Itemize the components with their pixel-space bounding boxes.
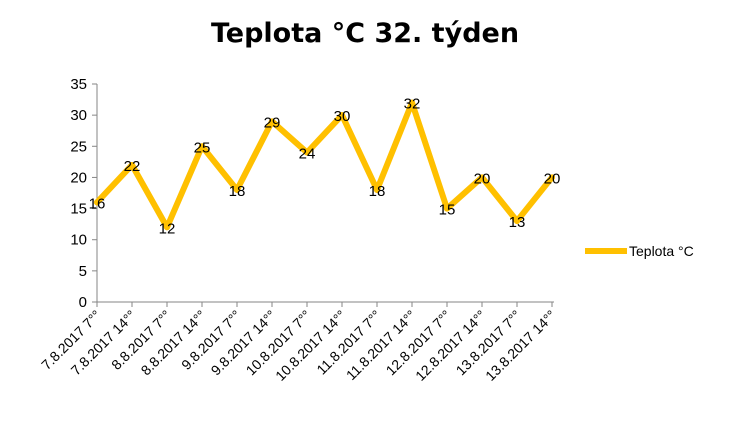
y-tick-label: 0 <box>79 294 87 311</box>
y-tick-label: 20 <box>70 169 87 186</box>
data-label: 20 <box>474 170 491 187</box>
data-label: 29 <box>264 114 281 131</box>
data-point <box>479 174 485 181</box>
data-point <box>269 118 275 125</box>
y-tick-label: 5 <box>79 263 87 280</box>
data-label: 18 <box>369 183 386 200</box>
y-tick-label: 30 <box>70 107 87 124</box>
legend-label: Teplota °C <box>629 243 694 259</box>
y-tick-label: 35 <box>70 76 87 93</box>
data-label: 24 <box>299 146 316 163</box>
y-tick-label: 10 <box>70 232 87 249</box>
data-label: 18 <box>229 183 246 200</box>
data-point <box>164 224 170 231</box>
data-point <box>549 174 555 181</box>
data-point <box>409 99 415 106</box>
data-point <box>129 161 135 168</box>
data-label: 13 <box>509 214 526 231</box>
data-label: 16 <box>89 195 106 212</box>
data-point <box>514 218 520 225</box>
data-point <box>374 186 380 193</box>
data-point <box>304 149 310 156</box>
data-point <box>234 186 240 193</box>
data-label: 25 <box>194 139 211 156</box>
data-label: 15 <box>439 202 456 219</box>
data-label: 12 <box>159 220 176 237</box>
data-label: 30 <box>334 108 351 125</box>
data-point <box>444 205 450 212</box>
data-point <box>94 199 100 206</box>
data-label: 20 <box>544 170 561 187</box>
data-label: 32 <box>404 96 421 113</box>
y-tick-label: 15 <box>70 201 87 218</box>
data-point <box>199 143 205 150</box>
data-point <box>339 112 345 119</box>
series-line <box>94 99 555 231</box>
chart-title: Teplota °C 32. týden <box>210 18 520 49</box>
data-label: 22 <box>124 158 141 175</box>
y-tick-label: 25 <box>70 138 87 155</box>
